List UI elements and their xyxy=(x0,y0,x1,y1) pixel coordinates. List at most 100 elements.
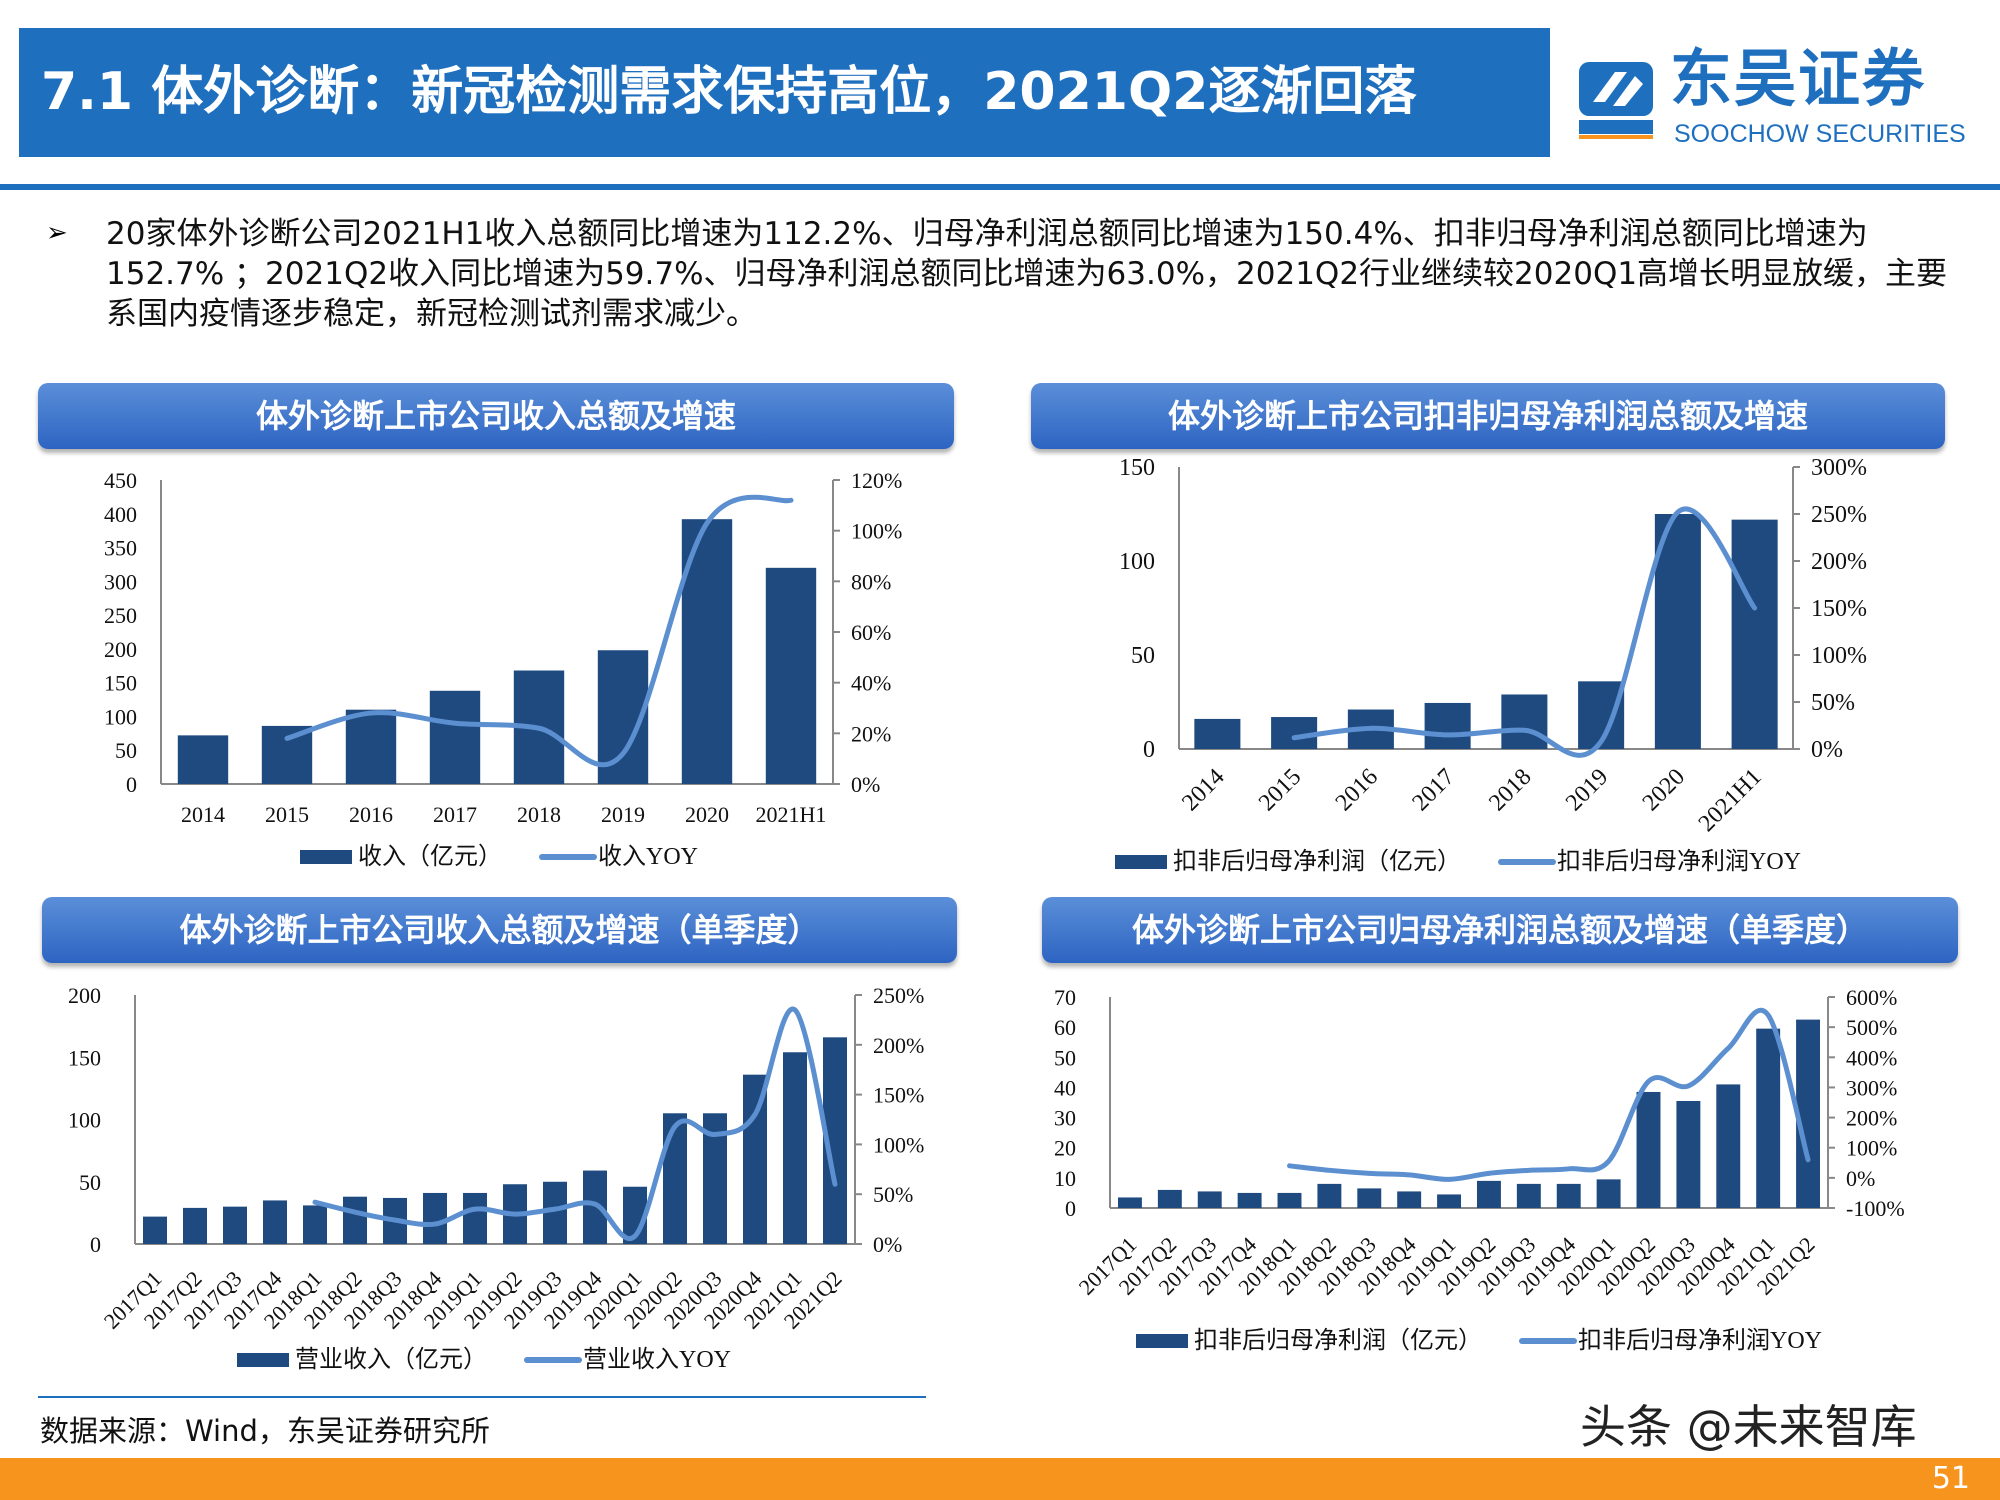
chart-4-bar xyxy=(1197,1191,1222,1208)
chart-2-x-tick: 2016 xyxy=(1331,764,1383,816)
header-divider xyxy=(0,184,2000,190)
chart-4-x-tick: 2021Q2 xyxy=(1752,1232,1820,1300)
chart-1-x-tick: 2020 xyxy=(685,802,729,827)
chart-4-legend-bar-label: 扣非后归母净利润（亿元） xyxy=(1194,1327,1482,1354)
source-divider xyxy=(38,1396,926,1398)
chart-1-x-tick: 2018 xyxy=(517,802,561,827)
chart-4-x-tick: 2020Q1 xyxy=(1552,1232,1620,1300)
chart-3-bar xyxy=(383,1197,407,1244)
chart-3-x-tick: 2017Q2 xyxy=(139,1266,207,1334)
chart-4-y2-tick: 600% xyxy=(1846,985,1897,1010)
chart-4-y-tick: 40 xyxy=(1054,1075,1076,1100)
chart-1-y2-tick: 80% xyxy=(851,569,891,594)
chart-3-bar xyxy=(583,1170,607,1244)
chart-4-y2-tick: 400% xyxy=(1846,1045,1897,1070)
chart-3-x-tick: 2017Q4 xyxy=(219,1266,287,1334)
arrow-bullet-icon: ➢ xyxy=(46,218,68,248)
chart-4-y2-tick: -100% xyxy=(1846,1196,1905,1221)
chart-1-y-tick: 200 xyxy=(104,637,137,662)
chart-3-legend-bar-label: 营业收入（亿元） xyxy=(295,1346,487,1373)
chart-4-legend-line-label: 扣非后归母净利润YOY xyxy=(1578,1327,1822,1354)
chart-4-bar xyxy=(1237,1192,1262,1208)
chart-3-bar xyxy=(303,1205,327,1244)
chart-3-bar xyxy=(263,1200,287,1244)
chart-1-x-tick: 2019 xyxy=(601,802,645,827)
chart-2-bar xyxy=(1271,717,1318,749)
chart-1-legend-line-label: 收入YOY xyxy=(598,843,698,870)
chart-3-x-tick: 2019Q2 xyxy=(459,1266,527,1334)
chart-2-bar xyxy=(1424,702,1471,749)
chart-4-x-tick: 2019Q4 xyxy=(1512,1232,1580,1300)
chart-2-title: 体外诊断上市公司扣非归母净利润总额及增速 xyxy=(1031,383,1945,449)
chart-3-x-tick: 2017Q3 xyxy=(179,1266,247,1334)
chart-4-y2-tick: 100% xyxy=(1846,1136,1897,1161)
chart-2-y-tick: 0 xyxy=(1143,737,1155,763)
scs-logo-icon xyxy=(1579,62,1653,139)
chart-1-y2-tick: 0% xyxy=(851,772,880,797)
chart-4-y-tick: 30 xyxy=(1054,1106,1076,1131)
chart-3-bar xyxy=(543,1181,567,1244)
chart-1-y2-tick: 60% xyxy=(851,620,891,645)
chart-4-x-tick: 2017Q3 xyxy=(1153,1232,1221,1300)
chart-2-bar xyxy=(1501,694,1548,749)
chart-4-x-tick: 2019Q2 xyxy=(1433,1232,1501,1300)
chart-4-y-tick: 60 xyxy=(1054,1015,1076,1040)
chart-4-bar xyxy=(1756,1028,1781,1208)
chart-2-y2-tick: 200% xyxy=(1811,549,1867,575)
chart-1-y-tick: 0 xyxy=(126,772,137,797)
chart-2-bar xyxy=(1578,681,1625,749)
chart-3-x-tick: 2020Q3 xyxy=(659,1266,727,1334)
chart-3-x-tick: 2018Q2 xyxy=(299,1266,367,1334)
chart-1-y2-tick: 40% xyxy=(851,671,891,696)
data-source: 数据来源：Wind，东吴证券研究所 xyxy=(40,1414,490,1448)
chart-1-bar xyxy=(513,670,565,784)
chart-3-bar xyxy=(343,1196,367,1244)
chart-4-bar xyxy=(1636,1091,1661,1208)
chart-2-x-tick: 2020 xyxy=(1638,764,1690,816)
logo-english-name: SOOCHOW SECURITIES xyxy=(1674,120,1966,148)
chart-2-legend-bar-swatch xyxy=(1115,855,1167,869)
chart-3-y-tick: 50 xyxy=(79,1170,101,1195)
chart-3-bar xyxy=(703,1113,727,1244)
chart-1-yoy-line xyxy=(284,494,794,768)
chart-3-y2-tick: 250% xyxy=(873,983,924,1008)
chart-1-y-tick: 300 xyxy=(104,569,137,594)
chart-4-x-tick: 2017Q1 xyxy=(1074,1232,1142,1300)
watermark: 头条 @未来智库 xyxy=(1580,1400,1917,1454)
chart-4-bar xyxy=(1476,1180,1501,1208)
chart-1-y2-tick: 100% xyxy=(851,519,902,544)
chart-1-y-tick: 400 xyxy=(104,502,137,527)
chart-4-y2-tick: 300% xyxy=(1846,1075,1897,1100)
chart-4-y2-tick: 0% xyxy=(1846,1166,1875,1191)
chart-3-y-tick: 100 xyxy=(68,1108,101,1133)
chart-2-y-tick: 150 xyxy=(1119,455,1155,481)
chart-4-bar xyxy=(1716,1084,1741,1208)
company-logo: 东吴证券 SOOCHOW SECURITIES xyxy=(1570,46,1970,156)
chart-2-bar xyxy=(1654,514,1701,749)
chart-2-y2-tick: 300% xyxy=(1811,455,1867,481)
chart-1-legend-bar-label: 收入（亿元） xyxy=(358,843,502,870)
chart-1-x-tick: 2021H1 xyxy=(756,802,827,827)
chart-4-y-tick: 0 xyxy=(1065,1196,1076,1221)
chart-4-bar xyxy=(1796,1019,1821,1208)
chart-4-bar xyxy=(1317,1183,1342,1208)
chart-1-bar xyxy=(765,567,817,784)
chart-4-x-tick: 2017Q4 xyxy=(1193,1232,1261,1300)
chart-1-bar xyxy=(261,725,313,784)
chart-3-y-tick: 200 xyxy=(68,983,101,1008)
chart-4-yoy-line xyxy=(1287,1007,1811,1182)
page-number: 51 xyxy=(1931,1461,1970,1496)
chart-3-x-tick: 2020Q4 xyxy=(699,1266,767,1334)
chart-3-bar xyxy=(623,1186,647,1244)
chart-4-legend-bar-swatch xyxy=(1136,1334,1188,1348)
chart-1-y-tick: 150 xyxy=(104,671,137,696)
chart-1-y-tick: 350 xyxy=(104,536,137,561)
footer-bar xyxy=(0,1458,2000,1500)
chart-3-bar xyxy=(823,1037,847,1244)
chart-1-x-tick: 2015 xyxy=(265,802,309,827)
chart-2-y2-tick: 250% xyxy=(1811,502,1867,528)
chart-4-x-tick: 2018Q1 xyxy=(1233,1232,1301,1300)
chart-3-x-tick: 2019Q3 xyxy=(499,1266,567,1334)
chart-1-y-tick: 100 xyxy=(104,704,137,729)
chart-2-y2-tick: 0% xyxy=(1811,737,1843,763)
